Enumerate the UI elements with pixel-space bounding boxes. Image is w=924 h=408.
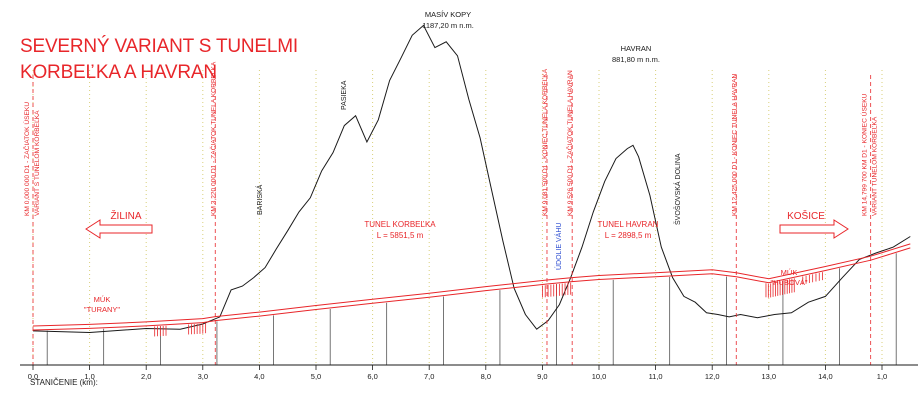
axis-tick-label: 9,0 <box>537 372 547 381</box>
peak-kopy-elev: 1187,20 m n.m. <box>422 21 474 30</box>
peak-havran-elev: 881,80 m n.m. <box>612 55 660 64</box>
station-text-s2: VARIANT S TUNELOM KORBEĽKA <box>34 110 41 216</box>
axis-tick-label: 0,0 <box>28 372 38 381</box>
axis-ticks: 0,0 1,0 2,0 3,0 4,0 5,0 6,0 7,0 8,0 9,0 10,0 11,0 12… <box>28 365 887 381</box>
axis-tick-label: 4,0 <box>254 372 264 381</box>
route-line-lower <box>32 247 911 331</box>
axis-tick-label: 6,0 <box>367 372 377 381</box>
station-lines <box>32 75 872 365</box>
station-text-s5: KM 9,526 500 D1 - ZAČIATOK TUNELA HAVRAN <box>565 70 574 216</box>
axis-tick-label: 2,0 <box>141 372 151 381</box>
bridge-hubova-label: MÚK <box>781 268 798 277</box>
station-text-s8: VARIANT TUNELOM KORBEĽKA <box>872 116 879 216</box>
station-text-s7: KM 14,799 700 KM D1 - KONIEC ÚSEKU <box>860 93 869 216</box>
axis-tick-label: 5,0 <box>311 372 321 381</box>
axis-tick-label: 14,0 <box>818 372 833 381</box>
peak-kopy-name: MASÍV KOPY <box>425 10 471 19</box>
axis-tick-label: 3,0 <box>198 372 208 381</box>
bridge-turany-label: MÚK <box>94 295 111 304</box>
terrain-bariska: BARISKÁ <box>255 184 264 215</box>
direction-west-label: ŽILINA <box>110 209 141 222</box>
terrain-pasieka: PASIEKA <box>341 80 348 110</box>
axis-tick-label: 13,0 <box>761 372 776 381</box>
terrain-profile <box>32 24 911 334</box>
station-text-s4: KM 9,081 500 D1 - KONIEC TUNELA KORBEĽKA <box>542 68 549 216</box>
terrain-vah: ÚDOLIE VÁHU <box>554 223 563 270</box>
bridge-turany-name: "TURANY" <box>84 305 120 314</box>
tunnel-korbelka-length: L = 5851,5 m <box>377 231 424 240</box>
datum-lines <box>46 253 897 365</box>
tunnel-havran-name: TUNEL HAVRAN <box>598 220 659 229</box>
terrain-svosovska: ŠVOŠOVSKÁ DOLINA <box>673 153 682 225</box>
axis-label: STANIČENIE (km): <box>30 378 98 387</box>
axis-tick-label: 11,0 <box>649 372 663 381</box>
axis-tick-label: 7,0 <box>424 372 434 381</box>
bridge-hubova-name: "HUBOVÁ" <box>771 278 808 287</box>
station-text-s6: KM 12,425 000 D1 - KONIEC TUNELA HAVRAN <box>731 73 738 216</box>
axis-tick-label: 8,0 <box>481 372 491 381</box>
axis-tick-label: 12,0 <box>705 372 720 381</box>
arrow-west: ŽILINA <box>85 209 153 239</box>
bridge-piers <box>154 272 823 337</box>
axis-tick-label: 10,0 <box>592 372 607 381</box>
station-text-s3: KM 3,220 000 D1 - ZAČIATOK TUNELA KORBEĽ… <box>208 61 217 216</box>
station-text-s1: KM 0,000 000 D1 - ZAČIATOK ÚSEKU <box>22 102 31 216</box>
axis-tick-label: 1,0 <box>84 372 94 381</box>
tunnel-havran-length: L = 2898,5 m <box>605 231 652 240</box>
route-line-upper <box>32 243 911 327</box>
station-texts: KM 0,000 000 D1 - ZAČIATOK ÚSEKU VARIANT … <box>22 61 879 216</box>
peak-havran-name: HAVRAN <box>621 44 652 53</box>
axis-tick-label: 1,0 <box>877 372 887 381</box>
direction-east-label: KOŠICE <box>787 209 825 222</box>
title-line-2: KORBEĽKA A HAVRAN <box>20 62 217 83</box>
tunnel-korbelka-name: TUNEL KORBEĽKA <box>364 220 436 229</box>
arrow-east: KOŠICE <box>779 209 849 239</box>
title-line-1: SEVERNÝ VARIANT S TUNELMI <box>20 36 298 57</box>
